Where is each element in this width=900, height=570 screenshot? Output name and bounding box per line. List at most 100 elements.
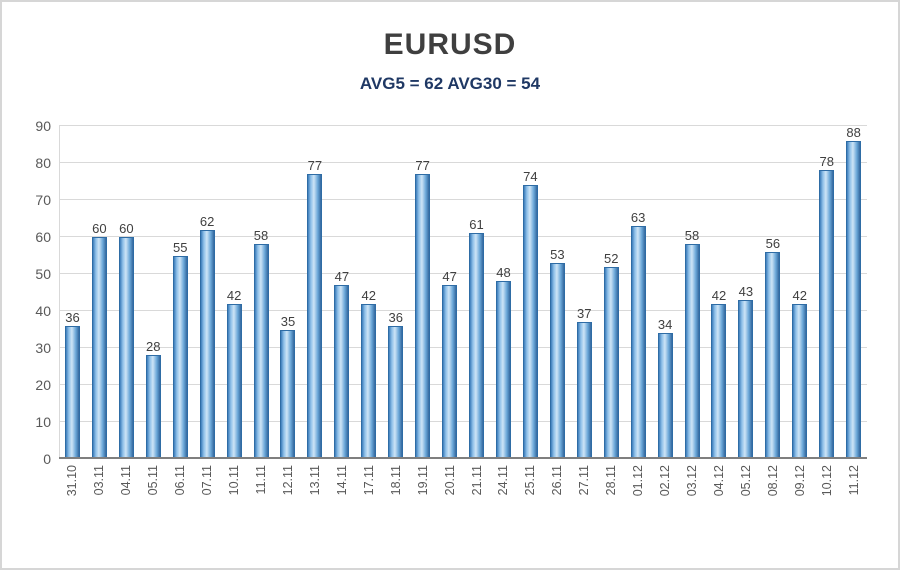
bar-value-label: 47 [334, 269, 350, 285]
x-axis-label: 12.11 [280, 465, 295, 496]
gridline [59, 199, 867, 200]
x-axis-label-cell: 01.12 [625, 465, 652, 537]
bar [657, 333, 673, 459]
x-axis-label: 05.12 [738, 465, 753, 497]
bar [792, 303, 808, 459]
x-axis-label: 13.11 [307, 465, 322, 496]
bar-value-label: 60 [119, 221, 134, 236]
x-axis-label: 20.11 [442, 465, 457, 496]
bar [172, 255, 188, 459]
bar [549, 262, 565, 459]
x-axis-label-cell: 09.12 [786, 465, 813, 537]
bar-value-label: 77 [307, 158, 323, 174]
x-axis-label-cell: 11.11 [248, 465, 275, 537]
bar [388, 325, 404, 459]
bar [334, 285, 350, 459]
bar-column: 52 [598, 126, 625, 459]
gridline [59, 347, 867, 348]
y-axis-tick-label: 50 [35, 266, 51, 282]
bar-column: 63 [625, 126, 652, 459]
bar-column: 43 [732, 126, 759, 459]
bar [199, 229, 215, 459]
bar-column: 42 [355, 126, 382, 459]
x-axis-label: 18.11 [388, 465, 403, 496]
x-axis-label: 03.12 [685, 465, 700, 497]
x-axis-label: 06.11 [173, 465, 188, 496]
y-axis-line [59, 126, 60, 459]
bar-column: 42 [706, 126, 733, 459]
bar-value-label: 61 [469, 217, 484, 233]
x-axis-label: 05.11 [146, 465, 161, 496]
x-axis-label-cell: 17.11 [355, 465, 382, 537]
bar [846, 141, 862, 459]
y-axis-tick-label: 80 [35, 155, 51, 172]
x-axis-label-cell: 21.11 [463, 465, 490, 537]
bar [603, 266, 619, 459]
x-axis-label: 25.11 [523, 465, 538, 496]
bar [145, 355, 161, 459]
bar-value-label: 42 [226, 287, 242, 303]
bar-column: 37 [571, 126, 598, 459]
bar [630, 225, 646, 459]
x-axis-label: 24.11 [496, 465, 511, 496]
x-axis-label-cell: 04.12 [706, 465, 733, 537]
x-axis-label-cell: 05.11 [140, 465, 167, 537]
x-axis-label: 09.12 [792, 465, 807, 497]
bar [91, 237, 107, 459]
bar-value-label: 58 [684, 228, 700, 244]
bar [765, 251, 781, 459]
x-axis-label-cell: 11.12 [840, 465, 867, 537]
x-axis-label: 14.11 [334, 465, 349, 496]
bar-value-label: 52 [603, 250, 619, 266]
bar-column: 47 [436, 126, 463, 459]
y-axis-tick-label: 70 [35, 192, 51, 208]
x-axis-label: 01.12 [631, 465, 646, 497]
x-axis-label-cell: 13.11 [301, 465, 328, 537]
x-axis-label-cell: 10.12 [813, 465, 840, 537]
bar [307, 174, 323, 459]
bar-value-label: 34 [657, 317, 673, 333]
x-axis-label: 31.10 [65, 465, 80, 497]
bar-value-label: 74 [523, 169, 538, 185]
x-axis-label-cell: 03.12 [679, 465, 706, 537]
bar-value-label: 55 [172, 239, 188, 255]
bar-value-label: 77 [415, 158, 430, 174]
bar [253, 244, 269, 459]
bar [361, 303, 377, 459]
bar [819, 170, 835, 459]
gridline [59, 236, 867, 237]
chart-title: EURUSD [383, 28, 517, 61]
bar-column: 62 [194, 126, 221, 459]
bar-value-label: 60 [92, 221, 107, 236]
bar-column: 48 [490, 126, 517, 459]
bar [442, 285, 458, 459]
bar [576, 322, 592, 459]
bar [711, 303, 727, 459]
bar-column: 36 [59, 126, 86, 459]
bar-column: 47 [328, 126, 355, 459]
x-axis-label-cell: 14.11 [328, 465, 355, 537]
x-axis-label-cell: 26.11 [544, 465, 571, 537]
gridline [59, 310, 867, 312]
bar-column: 78 [813, 126, 840, 459]
x-axis-label: 17.11 [361, 465, 376, 496]
bar [495, 281, 511, 459]
bar-column: 42 [786, 126, 813, 459]
bar-column: 36 [382, 126, 409, 459]
gridline [59, 384, 867, 386]
bar-column: 55 [167, 126, 194, 459]
bar-value-label: 37 [577, 306, 592, 322]
y-axis-tick-label: 40 [35, 303, 51, 320]
bar-value-label: 62 [199, 213, 215, 229]
chart-subtitle: AVG5 = 62 AVG30 = 54 [359, 74, 541, 93]
x-axis-label-cell: 19.11 [409, 465, 436, 537]
x-axis-label: 10.11 [227, 465, 242, 496]
x-axis-label: 28.11 [604, 465, 619, 496]
bar [64, 325, 80, 459]
bar-column: 77 [409, 126, 436, 459]
x-axis-label: 02.12 [658, 465, 673, 497]
x-axis-labels: 31.10 03.11 04.11 05.11 06.11 07.11 10.11 11.11… [59, 465, 867, 537]
bar-value-label: 42 [361, 287, 377, 303]
bar [738, 299, 754, 459]
